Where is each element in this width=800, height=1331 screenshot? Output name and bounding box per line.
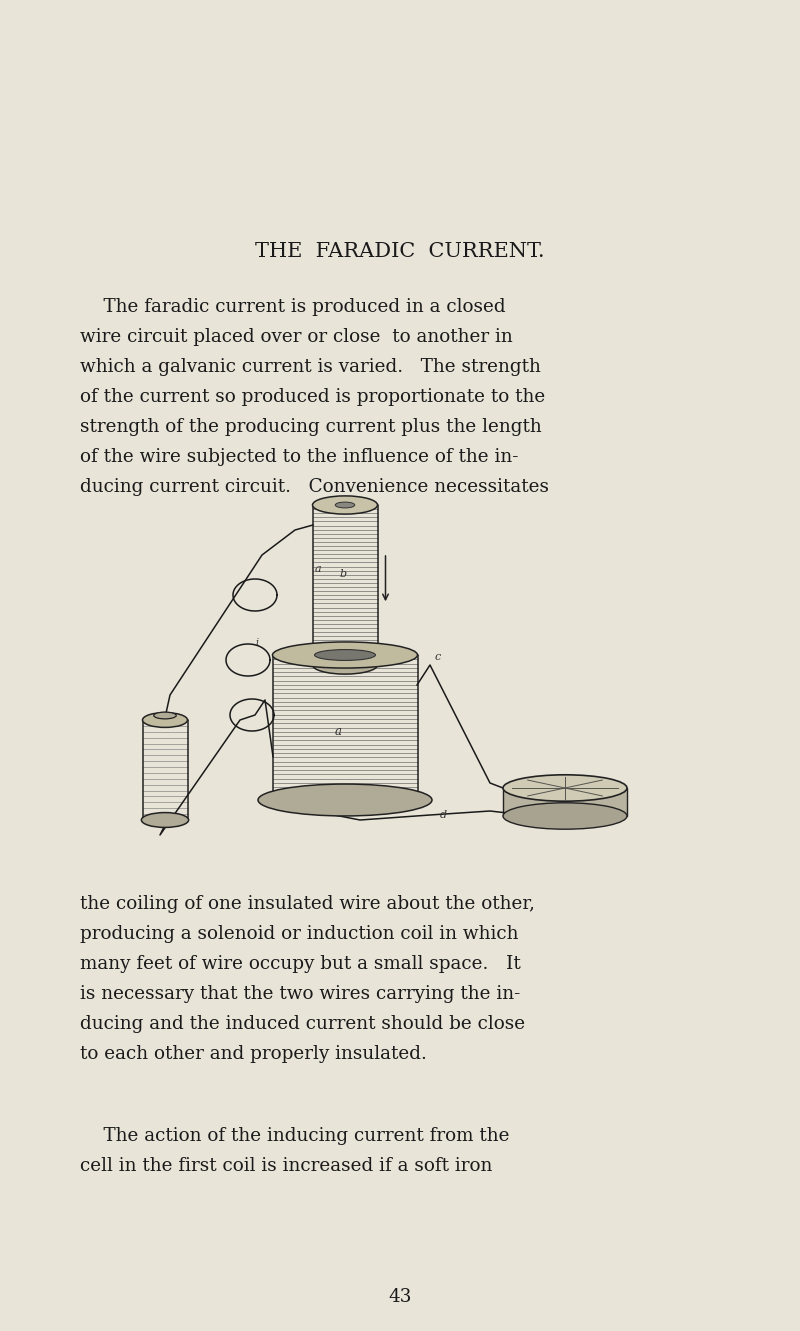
Ellipse shape [314,650,375,660]
Text: The action of the inducing current from the: The action of the inducing current from … [80,1127,510,1145]
Text: THE  FARADIC  CURRENT.: THE FARADIC CURRENT. [255,242,545,261]
Text: producing a solenoid or induction coil in which: producing a solenoid or induction coil i… [80,925,518,942]
Text: a: a [315,564,322,574]
Ellipse shape [142,812,189,828]
Ellipse shape [142,712,187,728]
Text: many feet of wire occupy but a small space.   It: many feet of wire occupy but a small spa… [80,956,521,973]
Text: strength of the producing current plus the length: strength of the producing current plus t… [80,418,542,437]
Text: is necessary that the two wires carrying the in-: is necessary that the two wires carrying… [80,985,520,1004]
Text: the coiling of one insulated wire about the other,: the coiling of one insulated wire about … [80,894,535,913]
Text: The faradic current is produced in a closed: The faradic current is produced in a clo… [80,298,506,315]
Text: ducing current circuit.   Convenience necessitates: ducing current circuit. Convenience nece… [80,478,549,496]
Text: wire circuit placed over or close  to another in: wire circuit placed over or close to ano… [80,327,513,346]
Ellipse shape [258,784,432,816]
Text: i: i [255,638,258,647]
Ellipse shape [335,502,354,508]
Text: a: a [335,725,342,737]
Ellipse shape [313,496,378,514]
Ellipse shape [503,775,627,801]
Ellipse shape [503,803,627,829]
Ellipse shape [154,712,176,719]
Text: 43: 43 [388,1288,412,1306]
Ellipse shape [273,642,418,668]
Text: which a galvanic current is varied.   The strength: which a galvanic current is varied. The … [80,358,541,375]
Text: c: c [435,652,442,662]
Text: of the wire subjected to the influence of the in-: of the wire subjected to the influence o… [80,449,518,466]
Text: to each other and properly insulated.: to each other and properly insulated. [80,1045,427,1063]
Ellipse shape [313,656,378,673]
Text: of the current so produced is proportionate to the: of the current so produced is proportion… [80,389,546,406]
Text: d: d [440,811,447,820]
Text: ducing and the induced current should be close: ducing and the induced current should be… [80,1016,525,1033]
Text: cell in the first coil is increased if a soft iron: cell in the first coil is increased if a… [80,1157,492,1175]
Text: b: b [339,568,346,579]
Polygon shape [503,788,627,816]
